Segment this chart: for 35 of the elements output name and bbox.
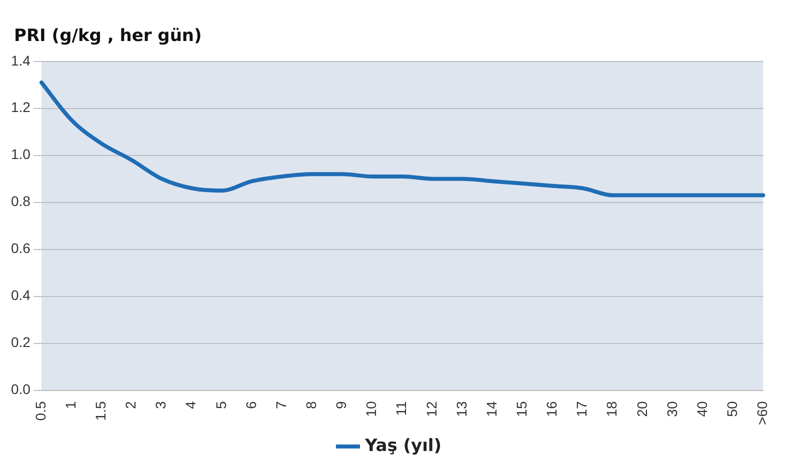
x-tick-label: 8 <box>302 401 319 410</box>
x-tick-label: 10 <box>363 401 380 417</box>
x-tick-label: 15 <box>513 401 530 417</box>
y-tick-label: 0.4 <box>10 287 31 304</box>
y-tick-label: 0.6 <box>10 240 31 256</box>
y-tick-label: 1.2 <box>10 99 31 116</box>
x-tick-label: 6 <box>242 401 259 410</box>
y-tick-label: 1.4 <box>10 52 31 68</box>
x-tick-label: 0.5 <box>32 401 48 421</box>
x-tick-label: 14 <box>483 401 500 417</box>
x-tick-label: 11 <box>393 401 410 416</box>
x-tick-label: 4 <box>182 401 199 410</box>
x-tick-label: 3 <box>152 401 169 410</box>
x-tick-label: 9 <box>333 401 350 410</box>
x-tick-label: 18 <box>604 401 620 417</box>
x-tick-label: 1 <box>62 401 78 410</box>
x-tick-label: 5 <box>212 401 229 410</box>
y-tick-label: 1.0 <box>10 146 31 162</box>
y-tick-label: 0.8 <box>10 193 31 210</box>
y-axis-title: PRI (g/kg , her gün) <box>13 25 203 48</box>
x-tick-label: 40 <box>694 401 710 417</box>
x-tick-label: 20 <box>634 401 650 417</box>
x-tick-label: 13 <box>453 401 470 417</box>
y-tick-label: 0.2 <box>10 334 31 350</box>
x-tick-label: 50 <box>724 401 740 417</box>
x-tick-label: 16 <box>544 401 560 417</box>
y-tick-label: 0.0 <box>10 381 31 398</box>
x-tick-label: 1.5 <box>92 401 108 421</box>
x-tick-label: 7 <box>272 401 289 410</box>
x-tick-label: 12 <box>423 401 440 417</box>
legend-label: Yaş (yıl) <box>364 436 442 456</box>
x-tick-label: 2 <box>122 401 139 410</box>
x-tick-label: 30 <box>664 401 680 417</box>
x-tick-label: 17 <box>574 401 590 417</box>
x-tick-label: >60 <box>754 401 770 425</box>
